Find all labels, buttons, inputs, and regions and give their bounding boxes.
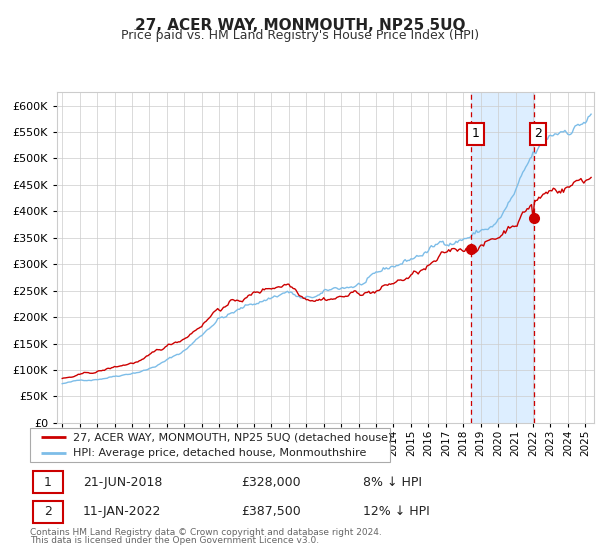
FancyBboxPatch shape bbox=[30, 428, 390, 462]
FancyBboxPatch shape bbox=[32, 501, 63, 522]
Text: £387,500: £387,500 bbox=[241, 505, 301, 519]
Text: This data is licensed under the Open Government Licence v3.0.: This data is licensed under the Open Gov… bbox=[30, 536, 319, 545]
Text: 2: 2 bbox=[44, 505, 52, 519]
Text: 1: 1 bbox=[472, 127, 480, 140]
Text: £328,000: £328,000 bbox=[241, 475, 301, 489]
Bar bbox=[472, 92, 533, 423]
Text: 8% ↓ HPI: 8% ↓ HPI bbox=[362, 475, 422, 489]
Text: 27, ACER WAY, MONMOUTH, NP25 5UQ (detached house): 27, ACER WAY, MONMOUTH, NP25 5UQ (detach… bbox=[73, 433, 392, 443]
Text: Contains HM Land Registry data © Crown copyright and database right 2024.: Contains HM Land Registry data © Crown c… bbox=[30, 528, 382, 537]
Text: 11-JAN-2022: 11-JAN-2022 bbox=[83, 505, 161, 519]
Text: 27, ACER WAY, MONMOUTH, NP25 5UQ: 27, ACER WAY, MONMOUTH, NP25 5UQ bbox=[135, 18, 465, 33]
FancyBboxPatch shape bbox=[32, 472, 63, 493]
Text: Price paid vs. HM Land Registry's House Price Index (HPI): Price paid vs. HM Land Registry's House … bbox=[121, 29, 479, 42]
Text: 1: 1 bbox=[44, 475, 52, 489]
Text: 12% ↓ HPI: 12% ↓ HPI bbox=[362, 505, 430, 519]
Text: 2: 2 bbox=[534, 127, 542, 140]
Text: HPI: Average price, detached house, Monmouthshire: HPI: Average price, detached house, Monm… bbox=[73, 448, 367, 458]
Text: 21-JUN-2018: 21-JUN-2018 bbox=[83, 475, 162, 489]
